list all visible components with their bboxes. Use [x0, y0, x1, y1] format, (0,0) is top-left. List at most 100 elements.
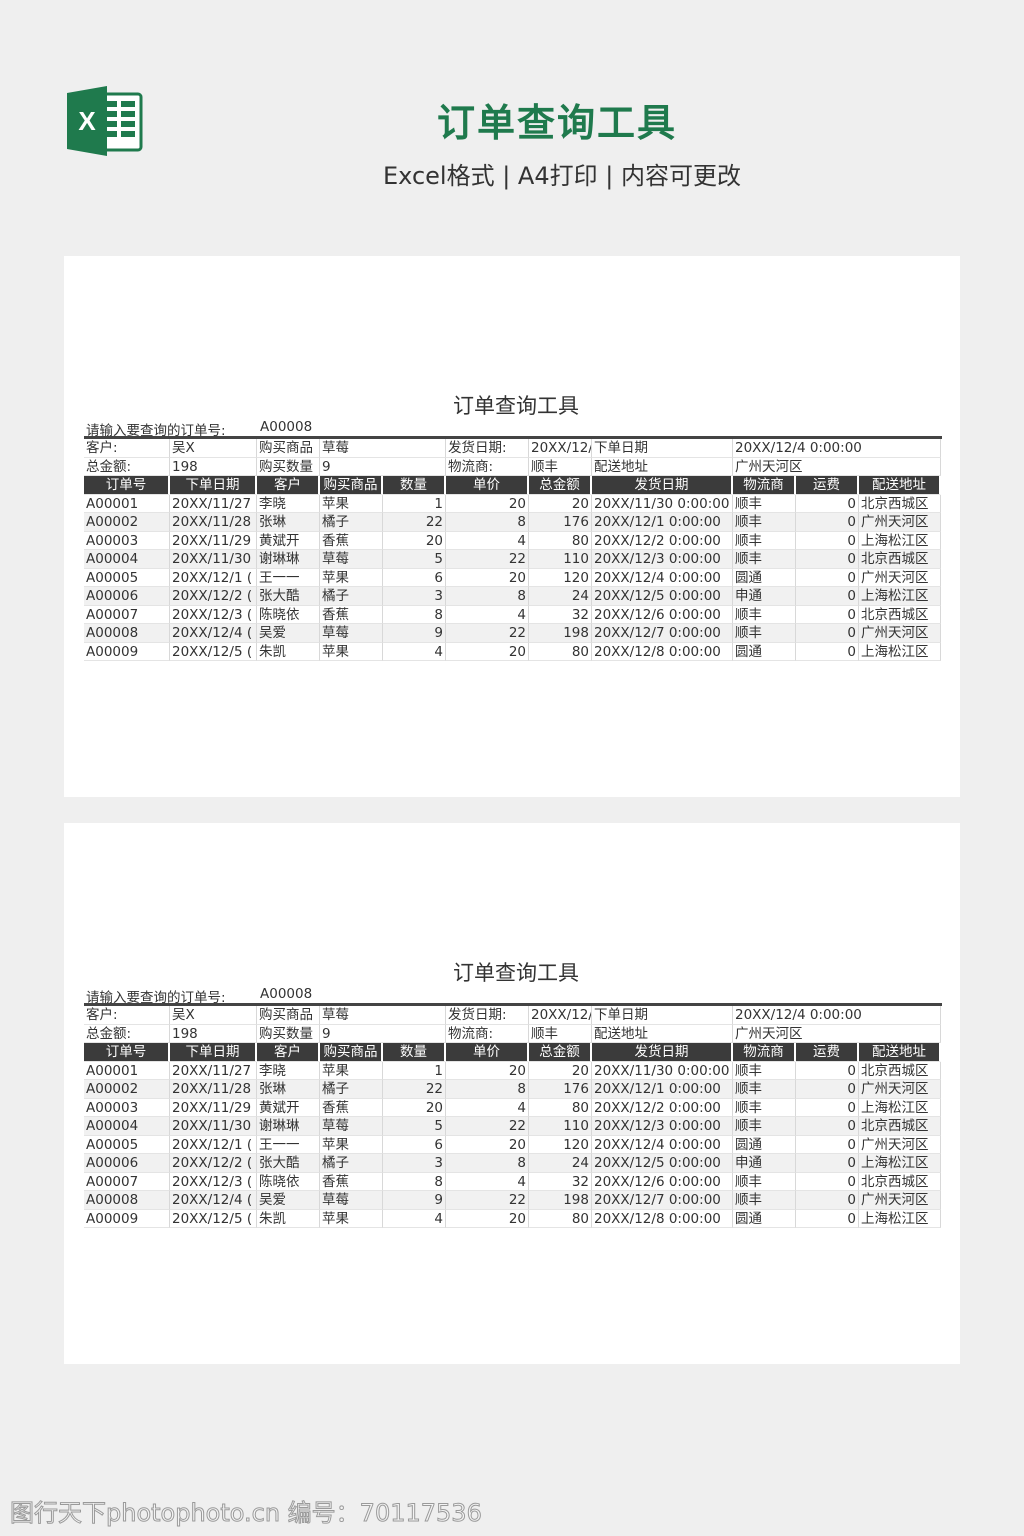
column-header[interactable]: 购买商品	[320, 1043, 383, 1062]
table-cell[interactable]: 橘子	[320, 587, 383, 606]
info-value[interactable]: 草莓	[320, 439, 446, 458]
table-cell[interactable]: 5	[383, 550, 446, 569]
info-label[interactable]: 物流商:	[446, 457, 529, 476]
table-cell[interactable]: A00006	[84, 587, 170, 606]
table-cell[interactable]: 4	[446, 531, 529, 550]
table-cell[interactable]: 谢琳琳	[257, 1117, 320, 1136]
table-cell[interactable]: 0	[796, 531, 859, 550]
table-cell[interactable]: 20XX/12/8 0:00:00	[592, 642, 733, 661]
table-cell[interactable]: 苹果	[320, 1209, 383, 1228]
info-label[interactable]: 客户:	[84, 1006, 170, 1025]
table-cell[interactable]: 20XX/12/4 0:00:00	[592, 568, 733, 587]
column-header[interactable]: 配送地址	[859, 1043, 941, 1062]
table-cell[interactable]: 20XX/12/5 0:00:00	[592, 587, 733, 606]
table-cell[interactable]: 张大酷	[257, 587, 320, 606]
table-cell[interactable]: 20XX/12/2 (	[170, 587, 257, 606]
info-label[interactable]: 配送地址	[592, 457, 733, 476]
column-header[interactable]: 单价	[446, 1043, 529, 1062]
table-cell[interactable]: 上海松江区	[859, 1098, 941, 1117]
table-cell[interactable]: 黄斌开	[257, 1098, 320, 1117]
table-cell[interactable]: 20XX/12/4 (	[170, 624, 257, 643]
table-cell[interactable]: 20XX/12/5 (	[170, 1209, 257, 1228]
table-cell[interactable]: 黄斌开	[257, 531, 320, 550]
table-cell[interactable]: 香蕉	[320, 1172, 383, 1191]
table-cell[interactable]: 北京西城区	[859, 605, 941, 624]
table-cell[interactable]: 32	[529, 1172, 592, 1191]
table-cell[interactable]: 北京西城区	[859, 1172, 941, 1191]
table-cell[interactable]: 0	[796, 587, 859, 606]
table-cell[interactable]: 22	[446, 1191, 529, 1210]
table-cell[interactable]: 198	[529, 1191, 592, 1210]
table-cell[interactable]: 22	[446, 624, 529, 643]
table-cell[interactable]: 8	[383, 1172, 446, 1191]
table-cell[interactable]: 顺丰	[733, 605, 796, 624]
table-cell[interactable]: 20XX/12/3 (	[170, 605, 257, 624]
table-cell[interactable]: 申通	[733, 587, 796, 606]
table-cell[interactable]: 苹果	[320, 1061, 383, 1080]
table-cell[interactable]: 申通	[733, 1154, 796, 1173]
table-cell[interactable]: 32	[529, 605, 592, 624]
table-cell[interactable]: 4	[446, 1172, 529, 1191]
table-cell[interactable]: A00008	[84, 1191, 170, 1210]
table-cell[interactable]: 176	[529, 1080, 592, 1099]
table-cell[interactable]: 20	[446, 494, 529, 513]
table-cell[interactable]: 北京西城区	[859, 494, 941, 513]
table-cell[interactable]: 顺丰	[733, 550, 796, 569]
table-cell[interactable]: A00004	[84, 550, 170, 569]
table-cell[interactable]: 吴爱	[257, 624, 320, 643]
info-value[interactable]: 顺丰	[529, 457, 592, 476]
table-cell[interactable]: 广州天河区	[859, 1135, 941, 1154]
table-cell[interactable]: 9	[383, 624, 446, 643]
table-cell[interactable]: 20XX/12/1 0:00:00	[592, 1080, 733, 1099]
table-cell[interactable]: A00009	[84, 642, 170, 661]
table-cell[interactable]: 朱凯	[257, 642, 320, 661]
table-cell[interactable]: A00006	[84, 1154, 170, 1173]
table-cell[interactable]: 8	[446, 1154, 529, 1173]
table-cell[interactable]: 4	[383, 642, 446, 661]
table-cell[interactable]: 1	[383, 494, 446, 513]
table-cell[interactable]: 20XX/12/6 0:00:00	[592, 1172, 733, 1191]
table-cell[interactable]: 广州天河区	[859, 624, 941, 643]
table-cell[interactable]: 20XX/12/2 (	[170, 1154, 257, 1173]
table-cell[interactable]: A00004	[84, 1117, 170, 1136]
column-header[interactable]: 下单日期	[170, 476, 257, 495]
table-cell[interactable]: 20	[446, 568, 529, 587]
table-cell[interactable]: 80	[529, 531, 592, 550]
table-cell[interactable]: 0	[796, 1154, 859, 1173]
info-value[interactable]: 草莓	[320, 1006, 446, 1025]
table-cell[interactable]: 顺丰	[733, 513, 796, 532]
table-cell[interactable]: A00003	[84, 531, 170, 550]
table-cell[interactable]: 3	[383, 1154, 446, 1173]
info-label[interactable]: 总金额:	[84, 457, 170, 476]
table-cell[interactable]: 顺丰	[733, 1098, 796, 1117]
table-cell[interactable]: 110	[529, 550, 592, 569]
info-value[interactable]: 198	[170, 1024, 257, 1043]
table-cell[interactable]: 陈晓依	[257, 605, 320, 624]
table-cell[interactable]: 20XX/11/28	[170, 513, 257, 532]
table-cell[interactable]: 20XX/12/7 0:00:00	[592, 1191, 733, 1210]
table-cell[interactable]: 草莓	[320, 624, 383, 643]
table-cell[interactable]: 圆通	[733, 568, 796, 587]
table-cell[interactable]: 王一一	[257, 568, 320, 587]
table-cell[interactable]: 0	[796, 605, 859, 624]
table-cell[interactable]: 张琳	[257, 513, 320, 532]
table-cell[interactable]: 20XX/11/27	[170, 1061, 257, 1080]
table-cell[interactable]: 4	[446, 1098, 529, 1117]
info-label[interactable]: 客户:	[84, 439, 170, 458]
column-header[interactable]: 数量	[383, 1043, 446, 1062]
table-cell[interactable]: 120	[529, 1135, 592, 1154]
info-label[interactable]: 发货日期:	[446, 439, 529, 458]
table-cell[interactable]: 198	[529, 624, 592, 643]
info-value[interactable]: 广州天河区	[733, 457, 941, 476]
table-cell[interactable]: 上海松江区	[859, 531, 941, 550]
table-cell[interactable]: A00008	[84, 624, 170, 643]
table-cell[interactable]: 顺丰	[733, 1172, 796, 1191]
table-cell[interactable]: 顺丰	[733, 1191, 796, 1210]
info-value[interactable]: 198	[170, 457, 257, 476]
table-cell[interactable]: 香蕉	[320, 531, 383, 550]
table-cell[interactable]: 22	[383, 513, 446, 532]
table-cell[interactable]: 20XX/12/5 (	[170, 642, 257, 661]
table-cell[interactable]: A00002	[84, 1080, 170, 1099]
table-cell[interactable]: 草莓	[320, 1117, 383, 1136]
table-cell[interactable]: 176	[529, 513, 592, 532]
